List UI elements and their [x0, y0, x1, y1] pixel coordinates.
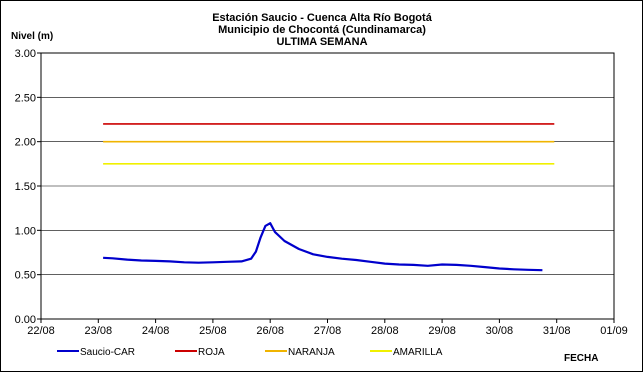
chart-title-line-3: ULTIMA SEMANA — [276, 36, 367, 48]
x-tick-label: 01/09 — [600, 325, 628, 337]
x-tick-label: 30/08 — [486, 325, 514, 337]
x-tick-label: 22/08 — [27, 325, 55, 337]
y-axis-label: Nivel (m) — [11, 31, 53, 42]
x-axis-label: FECHA — [564, 353, 598, 364]
legend: Saucio-CAR ROJA NARANJA AMARILLA — [57, 347, 443, 358]
legend-label-saucio-car: Saucio-CAR — [80, 347, 135, 358]
y-axis-ticks: 0.00 0.50 1.00 1.50 2.00 2.50 3.00 — [15, 48, 41, 326]
series-lines — [103, 123, 555, 272]
x-tick-label: 29/08 — [428, 325, 456, 337]
x-axis-ticks: 22/08 23/08 24/08 25/08 26/08 27/08 28/08 29/08… — [27, 319, 628, 337]
x-tick-label: 31/08 — [543, 325, 571, 337]
x-tick-label: 26/08 — [256, 325, 284, 337]
y-tick-label: 3.00 — [15, 48, 36, 60]
y-tick-label: 1.50 — [15, 181, 36, 193]
chart-title-line-1: Estación Saucio - Cuenca Alta Río Bogotá — [212, 12, 433, 24]
y-tick-label: 0.00 — [15, 314, 36, 326]
y-tick-label: 2.50 — [15, 92, 36, 104]
legend-label-roja: ROJA — [198, 347, 225, 358]
chart-title-line-2: Municipio de Chocontá (Cundinamarca) — [218, 24, 426, 36]
y-tick-label: 0.50 — [15, 270, 36, 282]
legend-label-amarilla: AMARILLA — [393, 347, 443, 358]
x-tick-label: 28/08 — [371, 325, 399, 337]
legend-label-naranja: NARANJA — [288, 347, 335, 358]
x-tick-label: 23/08 — [85, 325, 113, 337]
y-tick-label: 1.00 — [15, 225, 36, 237]
x-tick-label: 25/08 — [199, 325, 227, 337]
y-tick-label: 2.00 — [15, 137, 36, 149]
gridlines — [41, 97, 614, 275]
x-tick-label: 24/08 — [142, 325, 170, 337]
x-tick-label: 27/08 — [314, 325, 342, 337]
series-line-saucio-car — [103, 222, 543, 272]
